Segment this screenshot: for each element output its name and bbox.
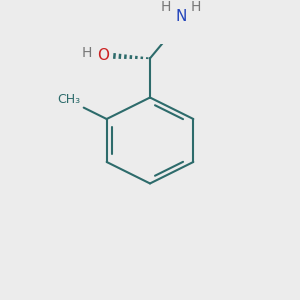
Text: N: N [175,9,187,24]
Text: CH₃: CH₃ [58,93,81,106]
Text: H: H [190,0,201,14]
Text: H: H [161,0,171,14]
Text: H: H [82,46,92,60]
Text: O: O [97,48,109,63]
